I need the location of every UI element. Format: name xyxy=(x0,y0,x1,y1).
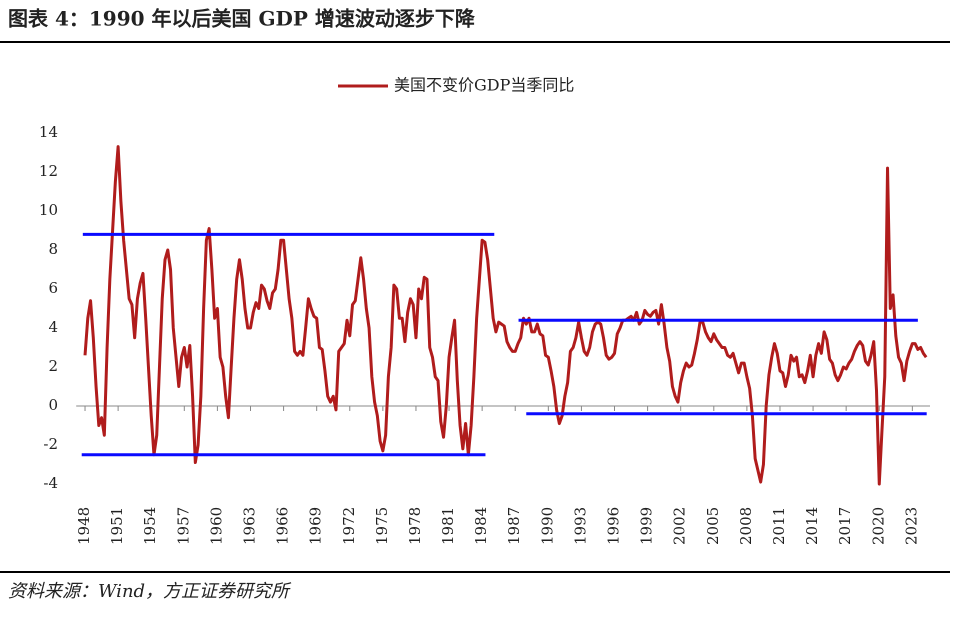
x-tick-label: 2002 xyxy=(671,507,689,545)
x-tick-label: 1969 xyxy=(307,507,325,545)
x-tick-label: 1993 xyxy=(571,507,589,545)
x-tick-label: 1978 xyxy=(406,507,424,545)
x-tick-label: 1954 xyxy=(141,507,159,545)
x-tick-label: 1999 xyxy=(638,507,656,545)
x-tick-label: 2023 xyxy=(902,507,920,545)
legend-label: 美国不变价GDP当季同比 xyxy=(394,76,574,95)
y-tick-label: -2 xyxy=(43,435,58,453)
x-tick-label: 2020 xyxy=(869,507,887,545)
x-tick-label: 2014 xyxy=(803,507,821,545)
x-tick-label: 1975 xyxy=(373,507,391,545)
x-tick-label: 1948 xyxy=(75,507,93,545)
x-tick-label: 1951 xyxy=(108,507,126,545)
y-tick-label: 2 xyxy=(48,357,58,375)
y-tick-label: 8 xyxy=(48,240,58,258)
x-tick-label: 2011 xyxy=(770,507,788,545)
y-tick-label: 4 xyxy=(48,318,58,336)
x-tick-label: 1981 xyxy=(439,507,457,545)
source-note: 资料来源：Wind，方正证券研究所 xyxy=(8,581,292,602)
x-tick-label: 1957 xyxy=(174,507,192,545)
x-tick-label: 2008 xyxy=(737,507,755,545)
y-tick-label: 14 xyxy=(39,123,58,141)
x-tick-label: 1987 xyxy=(505,507,523,545)
y-tick-label: -4 xyxy=(43,474,58,492)
series-line xyxy=(83,145,928,486)
y-tick-label: 12 xyxy=(39,162,58,180)
x-tick-label: 1972 xyxy=(340,507,358,545)
x-tick-label: 1996 xyxy=(605,507,623,545)
x-tick-label: 2017 xyxy=(836,507,854,545)
y-tick-label: 6 xyxy=(48,279,58,297)
x-tick-label: 1963 xyxy=(240,507,258,545)
chart-title: 图表 4：1990 年以后美国 GDP 增速波动逐步下降 xyxy=(8,7,476,31)
x-tick-label: 1966 xyxy=(274,507,292,545)
y-tick-label: 0 xyxy=(48,396,58,414)
x-tick-label: 2005 xyxy=(704,507,722,545)
y-tick-label: 10 xyxy=(39,201,58,219)
x-tick-label: 1984 xyxy=(472,507,490,545)
x-tick-label: 1990 xyxy=(538,507,556,545)
x-tick-label: 1960 xyxy=(207,507,225,545)
